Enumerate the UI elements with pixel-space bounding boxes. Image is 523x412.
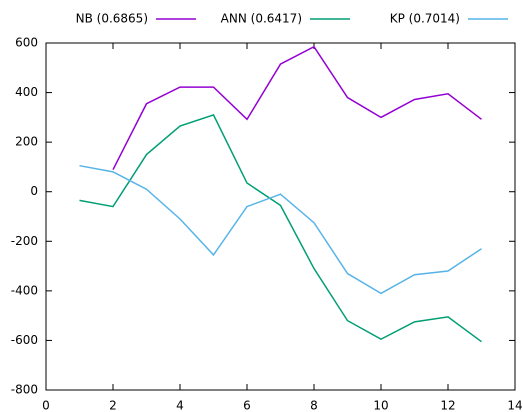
- y-tick-label: -800: [11, 383, 38, 397]
- y-tick-label: 600: [15, 36, 38, 50]
- plot-frame: [45, 42, 516, 391]
- y-tick-label: 0: [30, 184, 38, 198]
- x-tick-label: 4: [176, 399, 184, 412]
- y-tick-label: 400: [15, 85, 38, 99]
- series-line: [79, 113, 482, 343]
- y-tick-label: 200: [15, 135, 38, 149]
- x-tick-label: 0: [42, 399, 50, 412]
- legend-label: ANN (0.6417): [221, 12, 302, 26]
- series-line: [112, 45, 482, 170]
- legend-label: NB (0.6865): [76, 12, 148, 26]
- x-tick-label: 6: [243, 399, 251, 412]
- x-tick-label: 10: [373, 399, 388, 412]
- y-tick-label: -200: [11, 234, 38, 248]
- x-tick-label: 14: [507, 399, 522, 412]
- legend-label: KP (0.7014): [390, 12, 460, 26]
- y-tick-label: -600: [11, 333, 38, 347]
- x-tick-label: 12: [440, 399, 455, 412]
- x-tick-label: 8: [310, 399, 318, 412]
- series-line: [79, 164, 482, 295]
- x-tick-label: 2: [109, 399, 117, 412]
- y-tick-label: -400: [11, 283, 38, 297]
